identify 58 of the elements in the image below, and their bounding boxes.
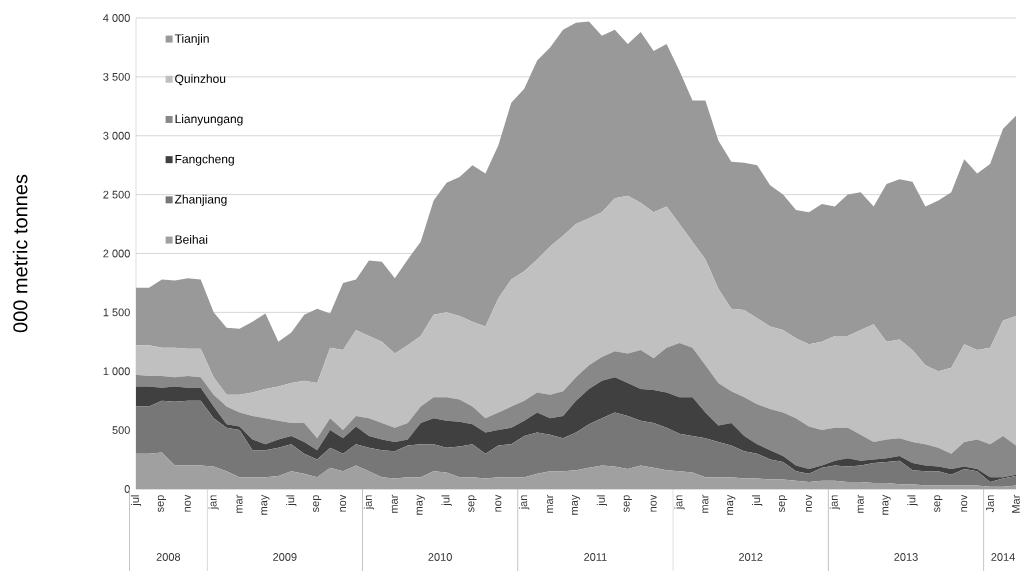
text: 2014	[991, 553, 1015, 561]
x-tick-label: sep	[157, 495, 166, 513]
x-tick-label: nov	[961, 494, 968, 512]
y-tick-label: 2 000	[103, 249, 130, 258]
x-tick-label: may	[882, 494, 891, 515]
x-tick-label: Mar	[1012, 494, 1020, 513]
x-tick-label: jul	[752, 495, 763, 506]
y-tick-label: 1 500	[103, 308, 130, 317]
y-tick-label: 1 000	[103, 367, 130, 376]
x-tick-label: sep	[468, 495, 477, 513]
x-tick-label: jan	[829, 495, 840, 510]
text: 2013	[894, 553, 918, 561]
y-tick-label: 3 500	[103, 72, 130, 81]
x-tick-label: jul	[596, 495, 607, 506]
x-tick-label: may	[261, 494, 270, 515]
y-tick-label: 3 000	[103, 131, 130, 140]
legend-label: Tianjin	[174, 33, 209, 46]
x-tick-label: jan	[519, 495, 530, 510]
x-tick-label: sep	[934, 495, 943, 513]
x-tick-label: mar	[236, 494, 243, 513]
text: 2010	[428, 553, 452, 561]
x-tick-label: jan	[674, 495, 685, 510]
x-tick-label: nov	[340, 494, 347, 512]
x-tick-label: may	[416, 494, 425, 515]
text: 2011	[584, 553, 607, 561]
text: 2008	[156, 553, 181, 561]
y-tick-label: 2 500	[103, 190, 130, 199]
text: 2009	[273, 553, 297, 561]
x-tick-label: jul	[130, 495, 142, 506]
x-tick-label: jan	[208, 495, 219, 510]
legend-label: Fangcheng	[175, 154, 234, 166]
x-tick-label: jul	[441, 495, 452, 506]
x-tick-label: sep	[623, 495, 632, 513]
x-tick-label: sep	[778, 495, 788, 513]
x-tick-label: nov	[184, 494, 191, 512]
y-axis-title: 000 metric tonnes	[12, 174, 28, 333]
x-tick-label: mar	[391, 494, 398, 513]
legend-label: Quinzhou	[175, 74, 226, 86]
y-tick-label: 0	[124, 485, 130, 493]
y-tick-label: 500	[112, 426, 130, 435]
x-tick-label: sep	[313, 495, 322, 513]
x-tick-label: nov	[805, 494, 812, 512]
text: 2012	[739, 553, 763, 561]
x-tick-label: jan	[363, 495, 375, 510]
x-tick-label: may	[727, 494, 736, 515]
x-tick-label: Jan	[986, 495, 994, 513]
x-tick-label: jul	[907, 495, 918, 506]
legend-label: Lianyungang	[175, 114, 243, 126]
legend-label: Beihai	[175, 234, 208, 244]
x-tick-label: mar	[702, 494, 709, 513]
x-tick-label: may	[571, 494, 581, 515]
y-tick-label: 4 000	[103, 14, 130, 22]
legend-label: Zhanjiang	[174, 194, 227, 206]
x-tick-label: mar	[857, 494, 864, 513]
x-tick-label: nov	[495, 494, 502, 512]
x-tick-label: nov	[650, 494, 657, 512]
x-tick-label: jul	[286, 495, 297, 506]
x-tick-label: mar	[547, 494, 554, 513]
